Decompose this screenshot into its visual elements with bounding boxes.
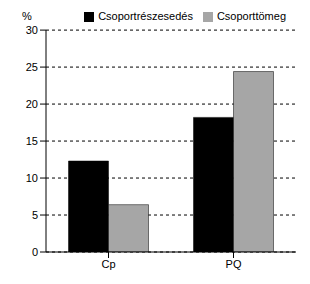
svg-text:%: % [22,10,32,22]
svg-text:20: 20 [26,98,38,110]
html-text:Csoportrészesedés: Csoportrészesedés [98,10,193,22]
html-text:Csoporttömeg: Csoporttömeg [216,10,286,22]
svg-text:Cp: Cp [101,258,115,270]
svg-text:10: 10 [26,172,38,184]
svg-text:25: 25 [26,61,38,73]
svg-text:5: 5 [32,209,38,221]
svg-text:PQ: PQ [226,258,242,270]
svg-text:15: 15 [26,135,38,147]
svg-text:30: 30 [26,24,38,36]
svg-text:0: 0 [32,246,38,258]
